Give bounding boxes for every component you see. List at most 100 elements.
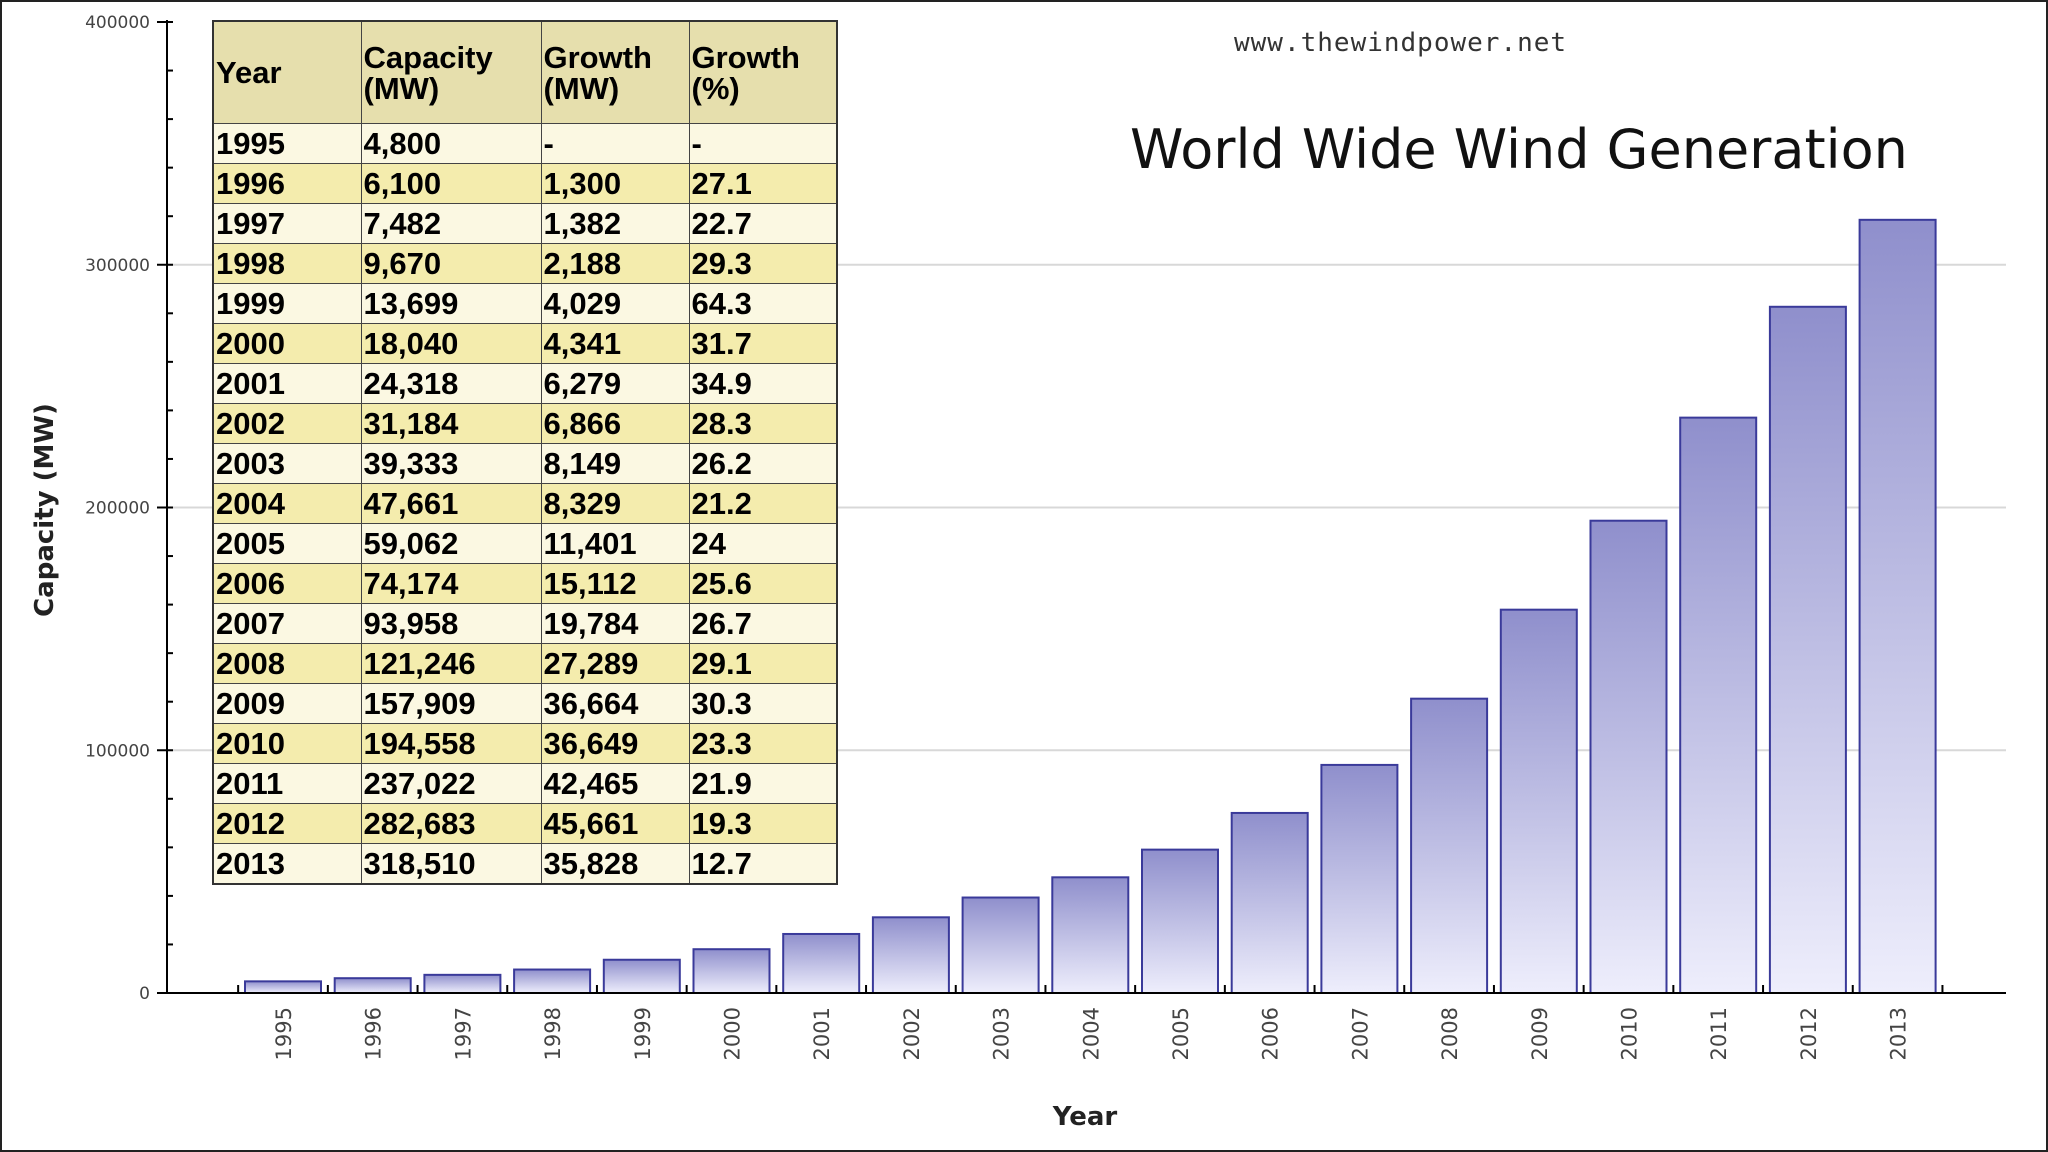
bar-1997 [423, 973, 502, 995]
cell-year: 2013 [212, 843, 362, 885]
cell-year: 1998 [212, 243, 362, 284]
bar-1999 [602, 958, 681, 994]
cell-year: 1995 [212, 123, 362, 164]
x-tick-label: 1996 [362, 1007, 386, 1060]
table-row: 2009 157,909 36,664 30.3 [212, 683, 838, 724]
cell-year: 2010 [212, 723, 362, 764]
cell-year: 1996 [212, 163, 362, 204]
x-tick-label: 1999 [631, 1007, 655, 1060]
bars [244, 218, 1937, 995]
cell-year: 2006 [212, 563, 362, 604]
cell-growth-mw: 4,029 [540, 283, 690, 324]
cell-year: 2009 [212, 683, 362, 724]
cell-capacity: 24,318 [360, 363, 542, 404]
table-row: 2007 93,958 19,784 26.7 [212, 603, 838, 644]
table-header-row: Year Capacity (MW) Growth (MW) Growth (%) [212, 20, 838, 124]
bar-2009 [1499, 608, 1578, 994]
table-row: 1999 13,699 4,029 64.3 [212, 283, 838, 324]
table-row: 2008 121,246 27,289 29.1 [212, 643, 838, 684]
bar-1998 [513, 968, 592, 994]
cell-growth-mw: 45,661 [540, 803, 690, 844]
x-tick-label: 2002 [900, 1007, 924, 1060]
bar-2005 [1141, 848, 1219, 995]
cell-growth-pct: 12.7 [688, 843, 838, 885]
cell-growth-pct: 31.7 [688, 323, 838, 364]
x-axis-title: Year [1052, 1102, 1118, 1132]
cell-growth-mw: 8,329 [540, 483, 690, 524]
table-row: 2013 318,510 35,828 12.7 [212, 843, 838, 885]
cell-capacity: 318,510 [360, 843, 542, 885]
cell-growth-mw: 1,382 [540, 203, 690, 244]
cell-capacity: 59,062 [360, 523, 542, 564]
table-row: 1998 9,670 2,188 29.3 [212, 243, 838, 284]
table-row: 2000 18,040 4,341 31.7 [212, 323, 838, 364]
bar-2013 [1858, 218, 1937, 995]
cell-growth-pct: 25.6 [688, 563, 838, 604]
x-tick-label: 1998 [541, 1007, 565, 1060]
wind-data-table: Year Capacity (MW) Growth (MW) Growth (%) 1… [212, 20, 838, 885]
table-row: 1997 7,482 1,382 22.7 [212, 203, 838, 244]
cell-year: 2000 [212, 323, 362, 364]
x-tick-label: 2011 [1707, 1007, 1731, 1060]
table-header: Year Capacity (MW) Growth (MW) Growth (%) [212, 20, 838, 124]
bar-2002 [871, 916, 950, 994]
cell-growth-mw: 2,188 [540, 243, 690, 284]
x-tick-label: 2006 [1259, 1007, 1283, 1060]
bar-2012 [1768, 305, 1847, 995]
cell-growth-pct: 26.7 [688, 603, 838, 644]
x-tick-label: 2009 [1528, 1007, 1552, 1060]
cell-growth-mw: 36,664 [540, 683, 690, 724]
cell-growth-pct: 34.9 [688, 363, 838, 404]
header-growth-pct: Growth (%) [688, 20, 838, 124]
cell-capacity: 6,100 [360, 163, 542, 204]
cell-growth-pct: 21.9 [688, 763, 838, 804]
table-row: 2003 39,333 8,149 26.2 [212, 443, 838, 484]
cell-growth-mw: 6,279 [540, 363, 690, 404]
cell-growth-mw: 19,784 [540, 603, 690, 644]
header-year: Year [212, 20, 362, 124]
source-url: www.thewindpower.net [1234, 28, 1568, 58]
cell-capacity: 4,800 [360, 123, 542, 164]
cell-capacity: 237,022 [360, 763, 542, 804]
cell-growth-mw: 35,828 [540, 843, 690, 885]
x-tick-label: 2010 [1618, 1007, 1642, 1060]
cell-capacity: 93,958 [360, 603, 542, 644]
cell-year: 2002 [212, 403, 362, 444]
table-row: 2011 237,022 42,465 21.9 [212, 763, 838, 804]
cell-growth-pct: 19.3 [688, 803, 838, 844]
table-row: 2012 282,683 45,661 19.3 [212, 803, 838, 844]
y-tick-label: 100000 [85, 741, 150, 761]
cell-capacity: 9,670 [360, 243, 542, 284]
cell-capacity: 13,699 [360, 283, 542, 324]
x-tick-label: 2012 [1797, 1007, 1821, 1060]
cell-capacity: 121,246 [360, 643, 542, 684]
x-tick-label: 2000 [721, 1007, 745, 1060]
x-tick-label: 2008 [1438, 1007, 1462, 1060]
table-row: 1995 4,800- - [212, 123, 838, 164]
cell-growth-pct: 23.3 [688, 723, 838, 764]
header-capacity: Capacity (MW) [360, 20, 542, 124]
cell-growth-pct: 29.1 [688, 643, 838, 684]
x-tick-label: 2004 [1079, 1007, 1103, 1060]
cell-growth-pct: 64.3 [688, 283, 838, 324]
header-growth-mw: Growth (MW) [540, 20, 690, 124]
cell-year: 2008 [212, 643, 362, 684]
cell-growth-pct: 26.2 [688, 443, 838, 484]
bar-2007 [1320, 763, 1399, 994]
cell-growth-mw: 36,649 [540, 723, 690, 764]
cell-capacity: 157,909 [360, 683, 542, 724]
bar-2003 [961, 896, 1040, 995]
cell-growth-mw: 8,149 [540, 443, 690, 484]
bar-2010 [1589, 519, 1668, 994]
cell-year: 2004 [212, 483, 362, 524]
table-row: 2005 59,062 11,401 24 [212, 523, 838, 564]
bar-2008 [1410, 697, 1489, 995]
cell-growth-mw: - [540, 123, 690, 164]
cell-growth-pct: 27.1 [688, 163, 838, 204]
cell-growth-pct: 24 [688, 523, 838, 564]
cell-growth-mw: 1,300 [540, 163, 690, 204]
bar-2000 [692, 948, 771, 994]
cell-growth-mw: 27,289 [540, 643, 690, 684]
bar-2001 [782, 932, 861, 995]
